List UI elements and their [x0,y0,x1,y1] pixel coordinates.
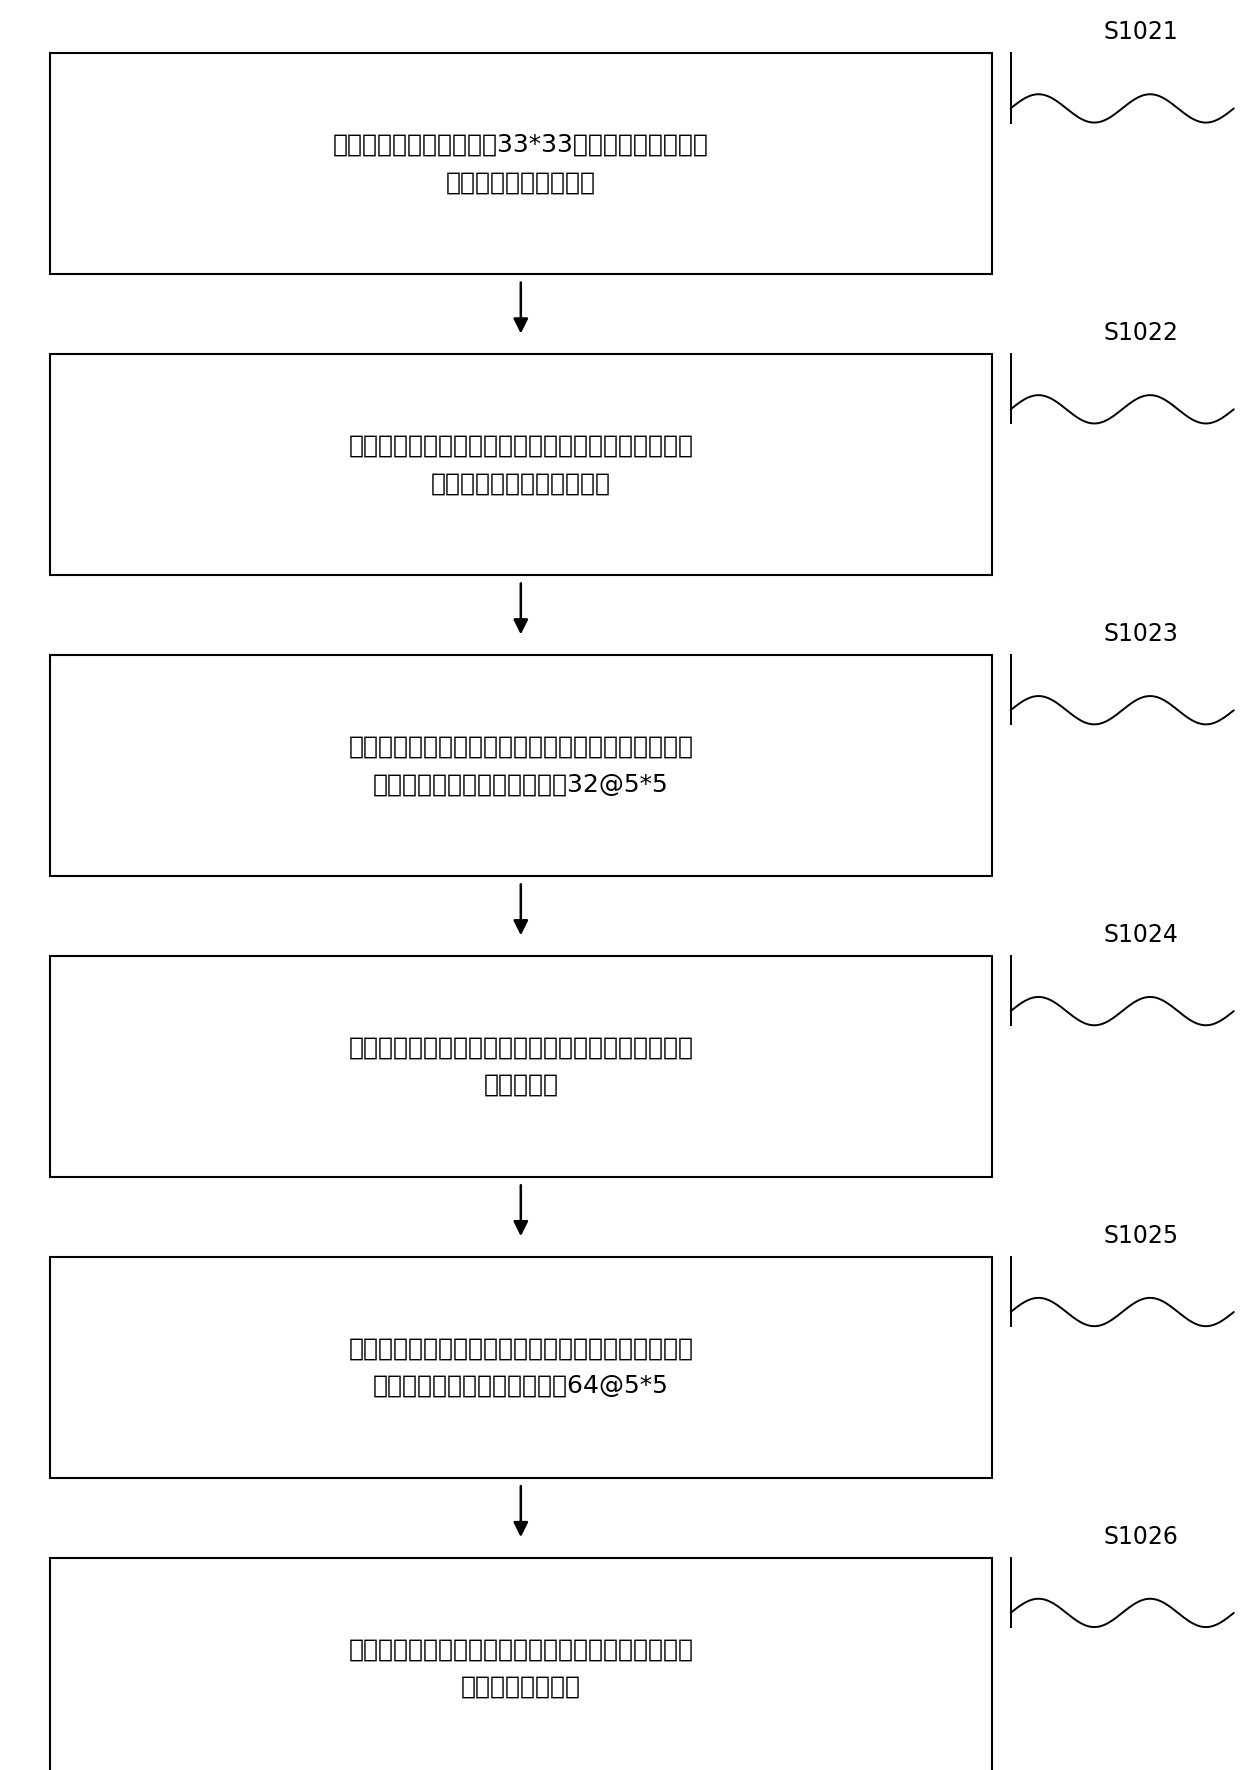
Bar [50,956,992,1177]
Bar [50,655,992,876]
Text: S1023: S1023 [1104,621,1178,646]
Text: 将所述第二最大池化层的输出输入到第三卷积层，所
述第三卷积层的卷积核大小为64@5*5: 将所述第二最大池化层的输出输入到第三卷积层，所 述第三卷积层的卷积核大小为64@… [348,1336,693,1398]
Text: S1025: S1025 [1104,1223,1178,1248]
Text: 将第三卷积层的输出值输入到全连接层，以获取特征
值之间的相互关系: 将第三卷积层的输出值输入到全连接层，以获取特征 值之间的相互关系 [348,1637,693,1699]
Bar [50,1558,992,1770]
Text: S1021: S1021 [1104,19,1178,44]
Bar [50,354,992,575]
Text: 将所述第一卷积层的输出输入到第一最大池化层进行
最大池化，以获取特征子集: 将所述第一卷积层的输出输入到第一最大池化层进行 最大池化，以获取特征子集 [348,434,693,496]
Text: S1022: S1022 [1104,320,1178,345]
Text: S1026: S1026 [1104,1524,1178,1549]
Bar [50,53,992,274]
Text: 将所述第一最大池化层的输出输入到第二卷积层，所
述第二卷积层的卷积核大小为32@5*5: 将所述第一最大池化层的输出输入到第二卷积层，所 述第二卷积层的卷积核大小为32@… [348,735,693,796]
Text: 以一个像素点为中心选取33*33的图像块，将这个图
像块输入到第一卷积层: 以一个像素点为中心选取33*33的图像块，将这个图 像块输入到第一卷积层 [332,133,709,195]
Bar [50,1257,992,1478]
Text: S1024: S1024 [1104,922,1178,947]
Text: 将所述第二卷积层的输出输入到第二最大池化层，进
行最大池化: 将所述第二卷积层的输出输入到第二最大池化层，进 行最大池化 [348,1035,693,1097]
